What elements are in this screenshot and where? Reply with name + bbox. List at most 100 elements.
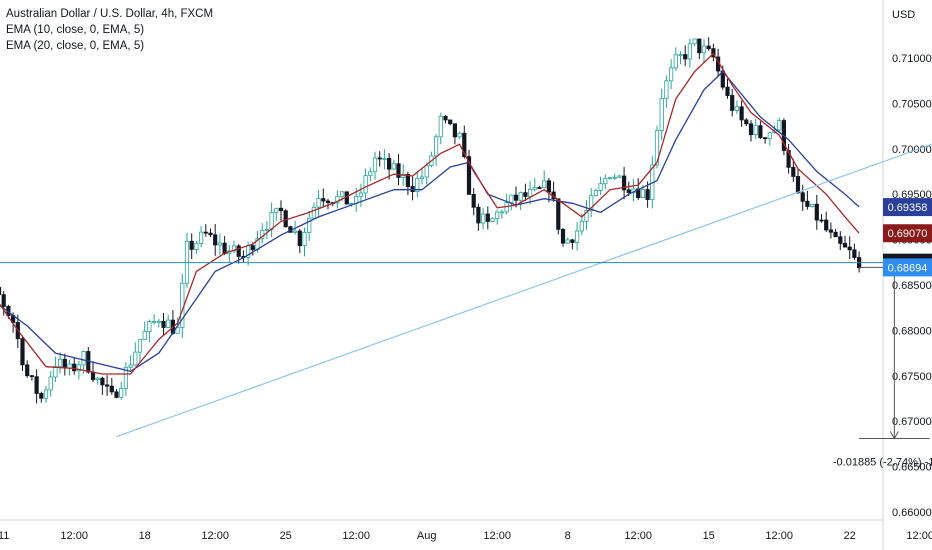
candle-body[interactable] (161, 320, 166, 328)
candle-body[interactable] (58, 358, 63, 367)
ema10-line[interactable] (0, 52, 860, 375)
candle-body[interactable] (664, 80, 669, 99)
candle-body[interactable] (0, 286, 2, 296)
candle-body[interactable] (828, 229, 834, 233)
candle-body[interactable] (67, 363, 72, 369)
candle-body[interactable] (48, 376, 53, 391)
candle-body[interactable] (372, 157, 378, 173)
candle-body[interactable] (452, 123, 458, 138)
ema10-legend[interactable]: EMA (10, close, 0, EMA, 5) (6, 24, 145, 36)
candle-body[interactable] (419, 176, 425, 179)
candle-body[interactable] (114, 391, 119, 398)
candle-body[interactable] (654, 130, 660, 166)
candle-body[interactable] (490, 217, 495, 222)
candle-body[interactable] (795, 176, 801, 194)
candle-body[interactable] (203, 231, 208, 234)
candle-body[interactable] (504, 202, 509, 213)
candle-body[interactable] (462, 132, 467, 158)
candle-body[interactable] (391, 163, 396, 170)
candle-body[interactable] (105, 384, 110, 387)
candle-body[interactable] (579, 220, 584, 232)
candle-body[interactable] (847, 246, 852, 251)
candle-body[interactable] (622, 175, 627, 191)
candle-body[interactable] (43, 389, 49, 399)
candle-body[interactable] (269, 211, 274, 230)
candle-body[interactable] (612, 176, 617, 179)
candle-body[interactable] (819, 219, 824, 222)
candle-body[interactable] (53, 366, 58, 378)
candle-body[interactable] (565, 239, 570, 244)
candle-body[interactable] (523, 192, 528, 197)
candle-body[interactable] (814, 203, 819, 221)
candle-body[interactable] (137, 339, 143, 353)
candle-body[interactable] (316, 198, 321, 208)
candle-body[interactable] (119, 388, 124, 398)
candle-body[interactable] (358, 192, 364, 197)
candle-body[interactable] (335, 195, 340, 204)
candle-body[interactable] (175, 326, 180, 334)
candle-body[interactable] (476, 206, 481, 224)
candle-body[interactable] (231, 245, 237, 252)
candle-body[interactable] (1, 294, 6, 307)
candle-body[interactable] (556, 198, 561, 230)
candle-body[interactable] (485, 213, 490, 222)
candle-body[interactable] (39, 393, 44, 399)
candle-body[interactable] (283, 210, 288, 228)
candle-body[interactable] (598, 183, 603, 191)
candle-body[interactable] (697, 38, 702, 54)
candle-body[interactable] (767, 132, 772, 139)
candle-body[interactable] (673, 54, 678, 69)
candle-body[interactable] (34, 376, 39, 394)
candle-body[interactable] (405, 174, 411, 187)
candle-body[interactable] (274, 207, 279, 213)
candle-body[interactable] (264, 229, 270, 231)
chart-title[interactable]: Australian Dollar / U.S. Dollar, 4h, FXC… (6, 8, 214, 20)
candle-body[interactable] (495, 211, 500, 219)
candle-body[interactable] (29, 375, 35, 378)
candle-body[interactable] (593, 189, 599, 197)
candle-body[interactable] (278, 207, 284, 212)
candle-body[interactable] (457, 132, 462, 138)
candle-body[interactable] (363, 175, 368, 194)
candle-body[interactable] (603, 178, 608, 185)
candle-body[interactable] (438, 115, 443, 138)
candle-body[interactable] (537, 187, 542, 189)
candle-body[interactable] (213, 234, 218, 246)
candle-body[interactable] (734, 106, 740, 111)
candle-body[interactable] (575, 230, 580, 243)
candle-body[interactable] (678, 54, 683, 56)
candle-body[interactable] (222, 242, 227, 254)
candle-body[interactable] (687, 43, 693, 60)
candle-body[interactable] (810, 203, 815, 207)
candle-body[interactable] (62, 358, 67, 369)
candle-body[interactable] (513, 194, 519, 201)
candle-body[interactable] (208, 232, 213, 236)
candle-body[interactable] (382, 158, 387, 160)
candle-body[interactable] (133, 351, 138, 366)
candle-body[interactable] (81, 351, 86, 366)
candle-body[interactable] (123, 366, 128, 389)
candle-body[interactable] (302, 232, 307, 246)
candle-body[interactable] (763, 137, 768, 140)
candle-body[interactable] (297, 230, 302, 246)
ema20-line[interactable] (0, 70, 860, 372)
candle-body[interactable] (236, 245, 241, 257)
candle-body[interactable] (626, 189, 631, 193)
candle-body[interactable] (20, 338, 25, 366)
candle-body[interactable] (560, 228, 566, 244)
candle-body[interactable] (424, 164, 429, 178)
candle-body[interactable] (805, 200, 810, 207)
candle-body[interactable] (166, 319, 171, 328)
candle-body[interactable] (669, 67, 674, 82)
candle-body[interactable] (151, 320, 157, 323)
candle-body[interactable] (25, 364, 30, 377)
candle-body[interactable] (401, 174, 406, 178)
candle-body[interactable] (415, 177, 420, 192)
candle-body[interactable] (589, 195, 594, 211)
candle-body[interactable] (471, 194, 476, 208)
candle-body[interactable] (368, 171, 373, 177)
candle-body[interactable] (640, 189, 646, 199)
candle-body[interactable] (321, 198, 326, 202)
candle-body[interactable] (100, 377, 105, 386)
